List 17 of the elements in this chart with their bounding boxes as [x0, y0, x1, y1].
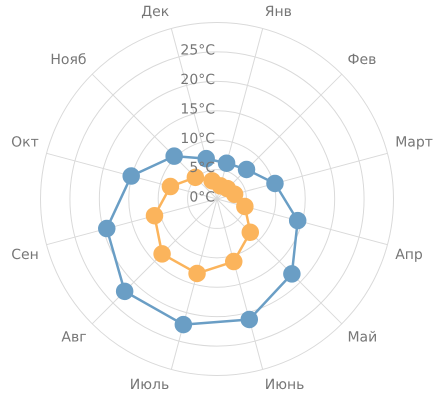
spoke-label: Нояб: [50, 52, 87, 68]
y-tick-label: 25°C: [180, 42, 216, 59]
spoke-label: Март: [395, 134, 433, 150]
spoke-label: Янв: [264, 4, 292, 20]
y-tick-label: 20°C: [180, 72, 216, 88]
spoke-label: Авг: [61, 329, 87, 346]
spoke-label: Май: [347, 329, 378, 346]
y-tick-label: 0°C: [189, 190, 216, 206]
spoke-label: Июнь: [264, 377, 304, 394]
y-tick-label: 15°C: [180, 101, 216, 118]
spoke-label: Фев: [347, 52, 376, 68]
y-tick-label: 10°C: [180, 130, 216, 147]
spoke-label: Апр: [395, 246, 423, 263]
spoke-label: Дек: [141, 4, 170, 20]
spoke-label: Сен: [11, 246, 39, 263]
spoke-label: Июль: [130, 377, 170, 394]
spoke-label: Окт: [11, 134, 39, 150]
